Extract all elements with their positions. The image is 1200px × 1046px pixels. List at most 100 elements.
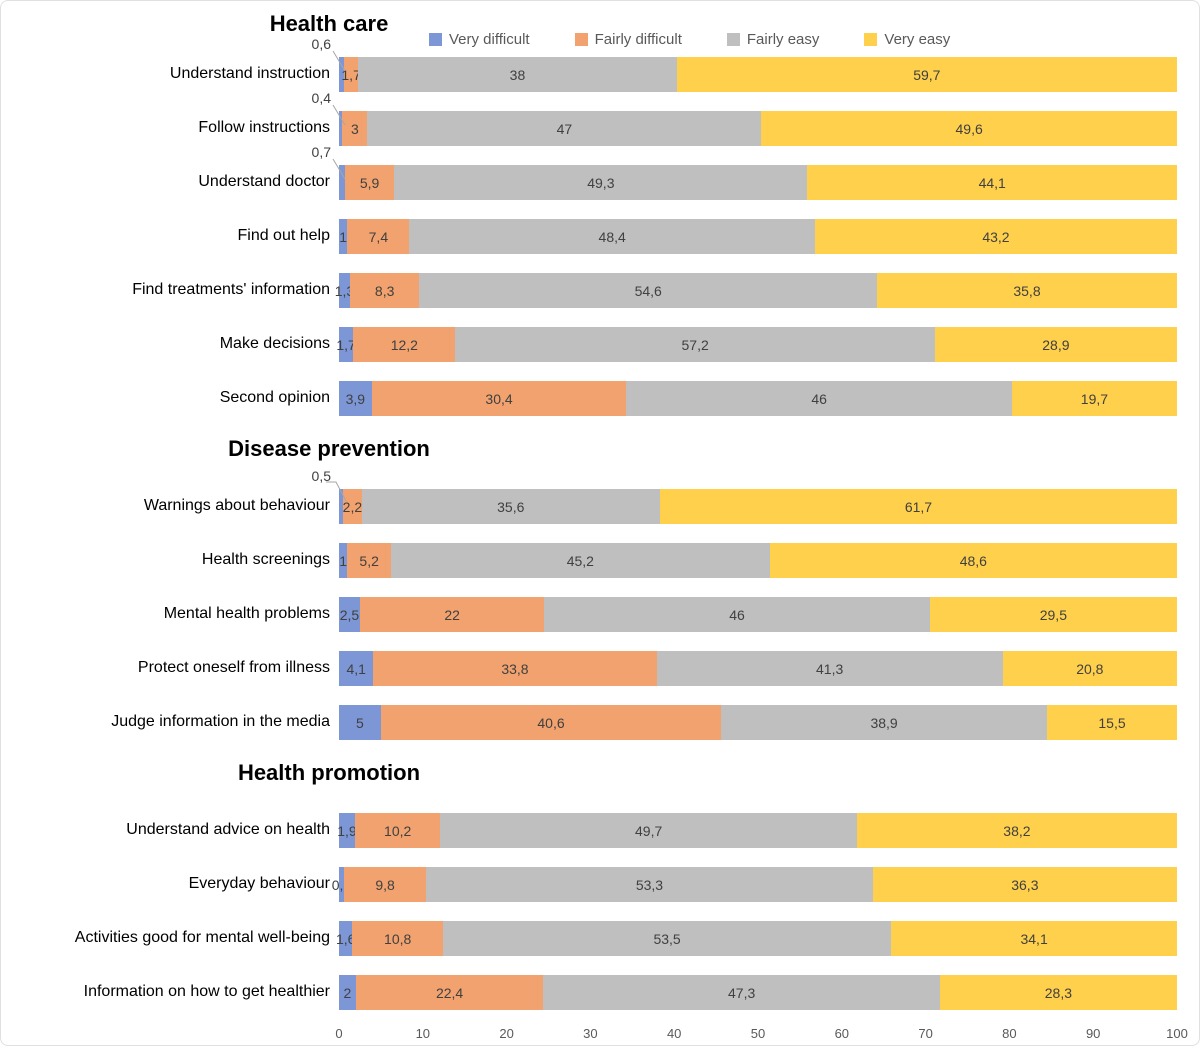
segment-very-difficult: 1,6 bbox=[335, 921, 356, 956]
stacked-bar: 1,6 10,8 53,5 34,1 bbox=[335, 921, 1177, 956]
segment-very-difficult: 4,1 bbox=[339, 651, 374, 686]
bar-row-warnings-about-behaviour: Warnings about behaviour 2,2 35,6 61,7 0,5 bbox=[1, 468, 1177, 524]
stacked-bar: 2 22,4 47,3 28,3 bbox=[339, 975, 1177, 1010]
value-label: 47,3 bbox=[728, 984, 756, 1001]
value-label: 2,5 bbox=[339, 606, 360, 623]
legend-swatch-fairly-easy bbox=[726, 33, 740, 46]
legend-label: Fairly difficult bbox=[594, 31, 682, 48]
category-label: Mental health problems bbox=[163, 605, 330, 623]
callout-leader-line bbox=[332, 48, 348, 79]
segment-very-difficult: 1,9 bbox=[337, 813, 357, 848]
callout-value-label: 0,5 bbox=[311, 468, 331, 484]
segment-fairly-difficult: 33,8 bbox=[373, 651, 657, 686]
bar-row-protect-oneself-from-illness: Protect oneself from illness 4,1 33,8 41,3 2… bbox=[1, 651, 1177, 686]
segment-fairly-easy: 47,3 bbox=[543, 975, 940, 1010]
value-label: 44,1 bbox=[978, 174, 1006, 191]
value-label: 47 bbox=[556, 120, 573, 137]
category-label: Health screenings bbox=[201, 551, 330, 569]
segment-fairly-difficult: 7,4 bbox=[347, 219, 410, 254]
bar-row-judge-information-in-the-media: Judge information in the media 5 40,6 38,9 1… bbox=[1, 705, 1177, 740]
segment-fairly-easy: 53,5 bbox=[442, 921, 892, 956]
segment-very-easy: 19,7 bbox=[1011, 381, 1177, 416]
callout-leader-line bbox=[326, 477, 348, 508]
stacked-bar: 1,7 12,2 57,2 28,9 bbox=[336, 327, 1177, 362]
value-label: 1,6 bbox=[335, 930, 356, 947]
segment-very-easy: 35,8 bbox=[876, 273, 1177, 308]
value-label: 33,8 bbox=[501, 660, 529, 677]
segment-fairly-difficult: 40,6 bbox=[380, 705, 722, 740]
segment-fairly-difficult: 8,3 bbox=[349, 273, 420, 308]
segment-fairly-difficult: 22 bbox=[359, 597, 545, 632]
legend-swatch-very-difficult bbox=[429, 33, 442, 46]
segment-fairly-easy: 54,6 bbox=[419, 273, 877, 308]
value-label: 49,3 bbox=[587, 174, 615, 191]
segment-very-easy: 28,3 bbox=[939, 975, 1177, 1010]
chart-header: Health care Very difficult Fairly difficu… bbox=[1, 9, 1177, 57]
stacked-bar: 0,6 9,8 53,3 36,3 bbox=[332, 867, 1177, 902]
segment-fairly-easy: 53,3 bbox=[426, 867, 873, 902]
segment-very-difficult bbox=[339, 111, 343, 146]
bar-row-activities-good-for-mental-well-being: Activities good for mental well-being 1,6… bbox=[1, 921, 1177, 956]
value-label: 53,3 bbox=[635, 876, 664, 893]
category-label: Find out help bbox=[237, 227, 330, 245]
segment-very-difficult bbox=[339, 165, 345, 200]
value-label: 1,7 bbox=[336, 336, 356, 353]
stacked-bar: 3 47 49,6 bbox=[339, 111, 1177, 146]
segment-very-easy: 34,1 bbox=[891, 921, 1177, 956]
segment-very-easy: 59,7 bbox=[676, 57, 1177, 92]
value-label: 41,3 bbox=[816, 660, 844, 677]
value-label: 10,8 bbox=[384, 930, 412, 947]
disease-prevention-rows: Warnings about behaviour 2,2 35,6 61,7 0,5 He… bbox=[1, 468, 1177, 740]
segment-very-easy: 15,5 bbox=[1047, 705, 1177, 740]
segment-fairly-difficult: 5,9 bbox=[344, 165, 395, 200]
value-label: 34,1 bbox=[1020, 930, 1048, 947]
legend: Very difficult Fairly difficult Fairly eas… bbox=[429, 31, 950, 48]
bar-row-information-on-how-to-get-healthier: Information on how to get healthier 2 22,4… bbox=[1, 975, 1177, 1010]
category-label: Information on how to get healthier bbox=[83, 983, 330, 1001]
category-label: Make decisions bbox=[219, 335, 330, 353]
x-axis-tick: 50 bbox=[750, 1026, 766, 1041]
segment-very-easy: 61,7 bbox=[659, 489, 1177, 524]
callout-value-label: 0,6 bbox=[311, 36, 331, 52]
stacked-bar: 4,1 33,8 41,3 20,8 bbox=[339, 651, 1177, 686]
bar-row-mental-health-problems: Mental health problems 2,5 22 46 29,5 bbox=[1, 597, 1177, 632]
stacked-bar: 1,7 38 59,7 bbox=[339, 57, 1177, 92]
health-promotion-rows: Understand advice on health 1,9 10,2 49,7 38… bbox=[1, 813, 1177, 1010]
segment-very-easy: 49,6 bbox=[761, 111, 1177, 146]
x-axis-tick: 60 bbox=[834, 1026, 850, 1041]
value-label: 53,5 bbox=[653, 930, 681, 947]
value-label: 2,2 bbox=[342, 498, 363, 515]
x-axis-tick: 30 bbox=[583, 1026, 598, 1041]
bar-row-make-decisions: Make decisions 1,7 12,2 57,2 28,9 bbox=[1, 327, 1177, 362]
segment-very-difficult bbox=[339, 57, 345, 92]
stacked-bar: 2,2 35,6 61,7 bbox=[339, 489, 1177, 524]
category-label: Second opinion bbox=[219, 389, 330, 407]
value-label: 5 bbox=[356, 714, 364, 731]
value-label: 5,9 bbox=[359, 174, 380, 191]
value-label: 9,8 bbox=[375, 876, 395, 893]
segment-very-difficult: 1,7 bbox=[336, 327, 356, 362]
category-label: Warnings about behaviour bbox=[143, 497, 330, 515]
value-label: 1,7 bbox=[341, 66, 361, 83]
callout-leader-line bbox=[332, 156, 348, 187]
segment-fairly-difficult: 10,8 bbox=[352, 921, 443, 956]
segment-fairly-difficult: 5,2 bbox=[347, 543, 391, 578]
value-label: 22 bbox=[444, 606, 460, 623]
segment-fairly-easy: 46 bbox=[626, 381, 1012, 416]
segment-fairly-difficult: 9,8 bbox=[344, 867, 427, 902]
health-care-rows: Understand instruction 1,7 38 59,7 0,6 Follow… bbox=[1, 36, 1177, 416]
bar-row-understand-doctor: Understand doctor 5,9 49,3 44,1 0,7 bbox=[1, 144, 1177, 200]
value-label: 45,2 bbox=[566, 552, 594, 569]
value-label: 1,9 bbox=[337, 822, 357, 839]
x-axis-tick: 0 bbox=[335, 1026, 343, 1041]
stacked-bar: 1,3 8,3 54,6 35,8 bbox=[335, 273, 1177, 308]
section-title-disease-prevention: Disease prevention bbox=[228, 436, 430, 461]
segment-very-difficult: 1 bbox=[339, 543, 348, 578]
section-title-health-care: Health care bbox=[269, 11, 389, 36]
value-label: 48,4 bbox=[598, 228, 626, 245]
x-axis-tick: 90 bbox=[1085, 1026, 1101, 1041]
segment-fairly-easy: 45,2 bbox=[390, 543, 770, 578]
value-label: 7,4 bbox=[368, 228, 389, 245]
value-label: 5,2 bbox=[359, 552, 379, 569]
